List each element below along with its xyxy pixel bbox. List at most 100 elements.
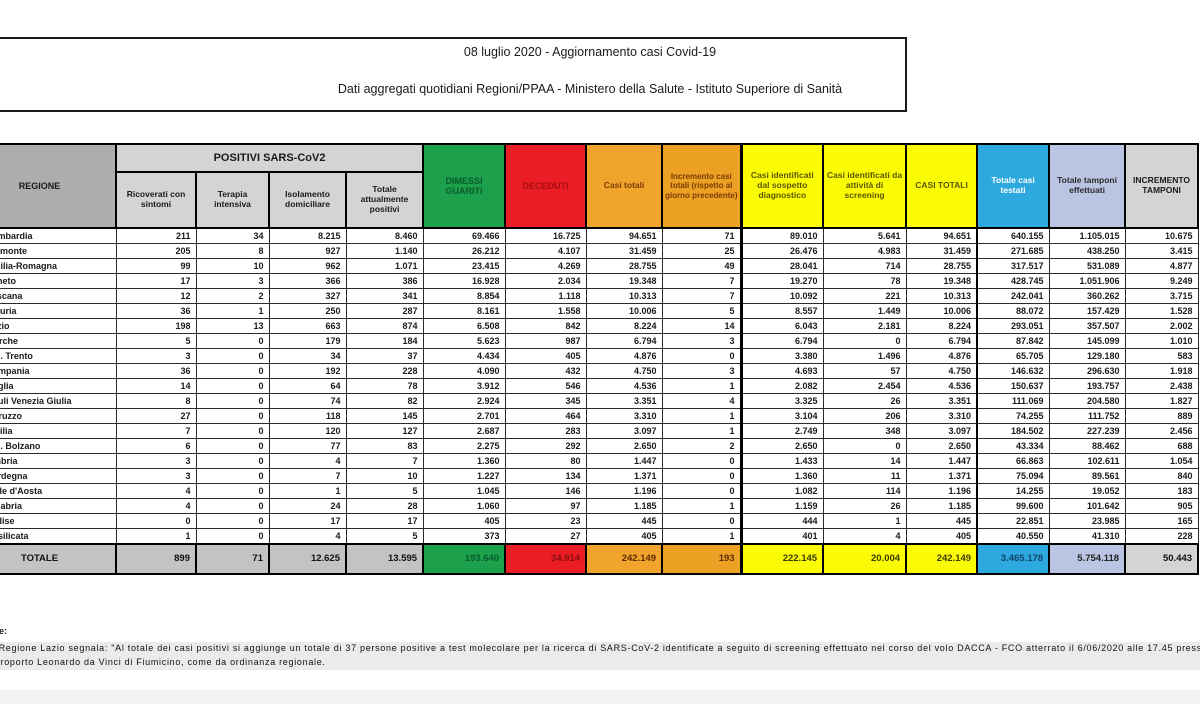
value-cell: 0 <box>195 483 270 499</box>
value-cell: 1.447 <box>905 453 978 469</box>
value-cell: 2.650 <box>585 438 663 454</box>
region-cell: Molise <box>0 513 117 529</box>
value-cell: 1 <box>661 423 742 439</box>
col-header-testati: Totale casi testati <box>976 143 1051 229</box>
value-cell: 28.755 <box>585 258 663 274</box>
value-cell: 1 <box>661 498 742 514</box>
value-cell: 129.180 <box>1048 348 1126 364</box>
value-cell: 360.262 <box>1048 288 1126 304</box>
value-cell: 5.623 <box>422 333 506 349</box>
value-cell: 1.060 <box>422 498 506 514</box>
value-cell: 31.459 <box>585 243 663 259</box>
page-title: 08 luglio 2020 - Aggiornamento casi Covi… <box>463 45 717 59</box>
value-cell: 89.561 <box>1048 468 1126 484</box>
totale-cell-casi: 242.149 <box>585 543 664 575</box>
region-cell: Calabria <box>0 498 117 514</box>
value-cell: 583 <box>1124 348 1199 364</box>
value-cell: 74.255 <box>976 408 1050 424</box>
value-cell: 83 <box>345 438 424 454</box>
value-cell: 99 <box>115 258 197 274</box>
value-cell: 4.876 <box>585 348 663 364</box>
value-cell: 1.447 <box>585 453 663 469</box>
value-cell: 19.348 <box>905 273 978 289</box>
value-cell: 183 <box>1124 483 1199 499</box>
value-cell: 19.270 <box>739 273 824 289</box>
value-cell: 4.107 <box>504 243 587 259</box>
value-cell: 0 <box>195 408 270 424</box>
value-cell: 26 <box>822 393 907 409</box>
value-cell: 1.082 <box>739 483 824 499</box>
value-cell: 0 <box>661 513 742 529</box>
value-cell: 26.476 <box>739 243 824 259</box>
value-cell: 2.687 <box>422 423 506 439</box>
value-cell: 146 <box>504 483 587 499</box>
value-cell: 4.536 <box>905 378 978 394</box>
table-row: P.A. Bolzano 6 0 77 83 2.275 292 2.650 2… <box>0 438 1199 454</box>
value-cell: 242.041 <box>976 288 1050 304</box>
value-cell: 1.371 <box>905 468 978 484</box>
value-cell: 27 <box>115 408 197 424</box>
value-cell: 4.876 <box>905 348 978 364</box>
col-header-terapia: Terapia intensiva <box>195 171 270 229</box>
col-header-incremento-tamponi: INCREMENTO TAMPONI <box>1124 143 1200 229</box>
value-cell: 0 <box>195 468 270 484</box>
value-cell: 2.454 <box>822 378 907 394</box>
value-cell: 432 <box>504 363 587 379</box>
value-cell: 2.438 <box>1124 378 1199 394</box>
value-cell: 57 <box>822 363 907 379</box>
value-cell: 7 <box>345 453 424 469</box>
value-cell: 89.010 <box>739 227 824 244</box>
value-cell: 348 <box>822 423 907 439</box>
region-cell: Sardegna <box>0 468 117 484</box>
value-cell: 1.433 <box>739 453 824 469</box>
table-row: Lazio 198 13 663 874 6.508 842 8.224 14 … <box>0 318 1199 334</box>
table-row: Veneto 17 3 366 386 16.928 2.034 19.348 … <box>0 273 1199 289</box>
value-cell: 6.794 <box>739 333 824 349</box>
value-cell: 386 <box>345 273 424 289</box>
value-cell: 357.507 <box>1048 318 1126 334</box>
value-cell: 1.227 <box>422 468 506 484</box>
value-cell: 184 <box>345 333 424 349</box>
region-cell: Umbria <box>0 453 117 469</box>
value-cell: 34 <box>268 348 347 364</box>
value-cell: 13 <box>195 318 270 334</box>
value-cell: 2.650 <box>739 438 824 454</box>
value-cell: 663 <box>268 318 347 334</box>
value-cell: 5 <box>345 528 424 545</box>
value-cell: 0 <box>822 333 907 349</box>
totale-cell: 12.625 <box>268 543 347 575</box>
value-cell: 120 <box>268 423 347 439</box>
value-cell: 1.558 <box>504 303 587 319</box>
col-header-casi-totali-2: CASI TOTALI <box>905 143 979 229</box>
value-cell: 1.185 <box>585 498 663 514</box>
value-cell: 4.090 <box>422 363 506 379</box>
covid-table-wrap: REGIONE POSITIVI SARS-CoV2 DIMESSI GUARI… <box>0 143 1200 575</box>
value-cell: 405 <box>585 528 663 545</box>
value-cell: 3 <box>661 333 742 349</box>
value-cell: 1.196 <box>905 483 978 499</box>
value-cell: 4 <box>822 528 907 545</box>
value-cell: 405 <box>905 528 978 545</box>
value-cell: 4 <box>661 393 742 409</box>
value-cell: 36 <box>115 363 197 379</box>
value-cell: 49 <box>661 258 742 274</box>
value-cell: 0 <box>661 483 742 499</box>
value-cell: 184.502 <box>976 423 1050 439</box>
value-cell: 531.089 <box>1048 258 1126 274</box>
value-cell: 145.099 <box>1048 333 1126 349</box>
region-cell: Sicilia <box>0 423 117 439</box>
value-cell: 1.496 <box>822 348 907 364</box>
value-cell: 2 <box>195 288 270 304</box>
value-cell: 1.105.015 <box>1048 227 1126 244</box>
footer-note-text: La Regione Lazio segnala: "Al totale dei… <box>0 642 1200 670</box>
value-cell: 842 <box>504 318 587 334</box>
table-row: Calabria 4 0 24 28 1.060 97 1.185 1 1.15… <box>0 498 1199 514</box>
value-cell: 101.642 <box>1048 498 1126 514</box>
value-cell: 146.632 <box>976 363 1050 379</box>
value-cell: 464 <box>504 408 587 424</box>
value-cell: 4.750 <box>905 363 978 379</box>
value-cell: 3.310 <box>585 408 663 424</box>
value-cell: 19.348 <box>585 273 663 289</box>
value-cell: 74 <box>268 393 347 409</box>
table-row: Puglia 14 0 64 78 3.912 546 4.536 1 2.08… <box>0 378 1199 394</box>
